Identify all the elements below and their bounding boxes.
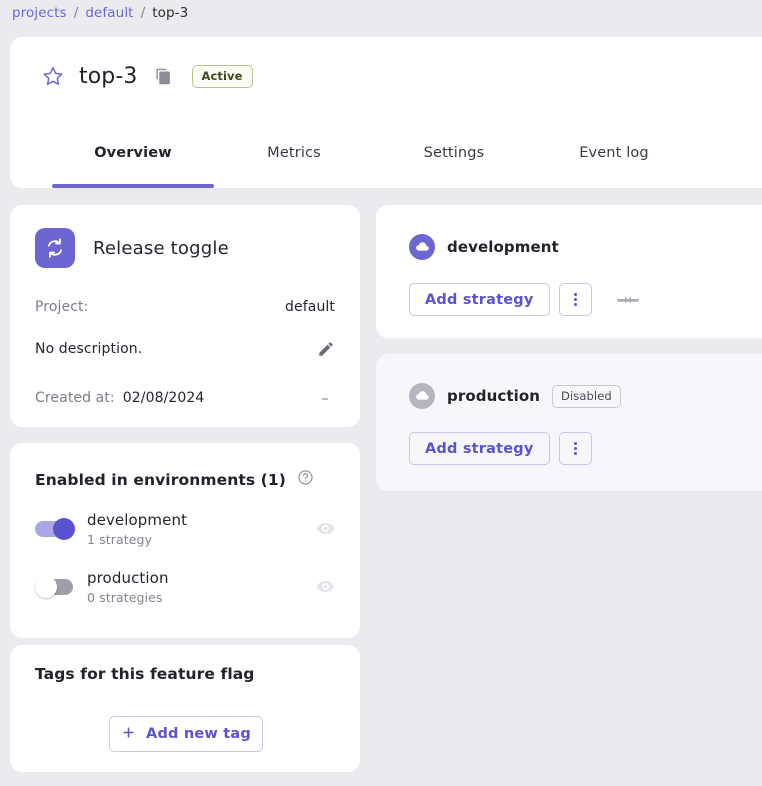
status-badge: Active (191, 64, 253, 88)
feature-title-row: top-3 Active (40, 63, 253, 89)
plus-icon (121, 725, 136, 744)
add-strategy-button-development[interactable]: Add strategy (409, 283, 550, 316)
tab-overview[interactable]: Overview (52, 118, 214, 188)
environment-panel-name: development (447, 238, 559, 256)
enabled-environments-card: Enabled in environments (1) development … (10, 443, 360, 638)
kebab-menu-icon[interactable] (558, 283, 592, 316)
kebab-dot (573, 293, 577, 296)
kebab-dot (573, 452, 577, 455)
description-row: No description. (35, 340, 335, 358)
status-badge-disabled: Disabled (552, 384, 621, 408)
environment-panel-header: development (409, 234, 559, 260)
created-at-value: 02/08/2024 (122, 390, 205, 406)
eye-icon[interactable] (316, 519, 335, 538)
toggle-thumb (35, 575, 57, 598)
environment-panel-name: production (447, 387, 541, 405)
add-new-tag-button[interactable]: Add new tag (109, 716, 263, 752)
add-strategy-button-production[interactable]: Add strategy (409, 432, 550, 465)
created-at-dash: – (321, 389, 329, 407)
created-at-label: Created at: (35, 390, 115, 406)
kebab-dot (573, 442, 577, 445)
pencil-icon[interactable] (317, 340, 335, 358)
cloud-icon (409, 383, 435, 409)
breadcrumb-current: top-3 (152, 5, 189, 21)
tags-card: Tags for this feature flag Add new tag (10, 645, 360, 772)
environment-strategy-count: 0 strategies (87, 589, 163, 605)
project-value: default (285, 299, 335, 315)
environment-panel-actions: Add strategy (409, 432, 592, 465)
copy-icon[interactable] (153, 65, 175, 87)
environment-strategy-count: 1 strategy (87, 531, 153, 547)
sync-loop-icon (35, 228, 75, 268)
description-text: No description. (35, 341, 143, 357)
breadcrumb: projects / default / top-3 (12, 3, 188, 23)
page-title: top-3 (79, 63, 138, 89)
environment-toggle-row-development: development 1 strategy (35, 511, 335, 547)
feature-type-row: Release toggle (35, 228, 229, 268)
question-circle-icon[interactable] (297, 469, 314, 490)
environment-panel-header: production Disabled (409, 383, 621, 409)
enabled-environments-header: Enabled in environments (1) (35, 469, 314, 490)
feature-metadata-card: Release toggle Project: default No descr… (10, 205, 360, 427)
tags-title: Tags for this feature flag (35, 665, 255, 683)
feature-tabs: Overview Metrics Settings Event log (10, 118, 762, 188)
environment-labels: production 0 strategies (87, 569, 169, 605)
kebab-dot (573, 303, 577, 306)
breadcrumb-separator: / (73, 5, 79, 21)
tab-event-log[interactable]: Event log (579, 145, 649, 161)
breadcrumb-link-projects[interactable]: projects (12, 5, 67, 21)
drag-handle-icon[interactable] (615, 294, 641, 306)
toggle-production[interactable] (35, 575, 75, 598)
feature-type-label: Release toggle (93, 237, 229, 259)
environment-toggle-row-production: production 0 strategies (35, 569, 335, 605)
enabled-environments-title: Enabled in environments (1) (35, 470, 286, 489)
tab-settings[interactable]: Settings (423, 145, 485, 161)
cloud-icon (409, 234, 435, 260)
kebab-dot (573, 447, 577, 450)
breadcrumb-separator: / (140, 5, 146, 21)
project-label: Project: (35, 299, 89, 315)
environment-labels: development 1 strategy (87, 511, 187, 547)
kebab-menu-icon[interactable] (558, 432, 592, 465)
environment-panel-production: production Disabled Add strategy (376, 354, 762, 491)
add-new-tag-label: Add new tag (146, 726, 251, 742)
toggle-development[interactable] (35, 517, 75, 540)
environment-name: production (87, 569, 169, 587)
feature-header-card: top-3 Active Overview Metrics Settings E… (10, 37, 762, 188)
created-at-row: Created at: 02/08/2024 – (35, 389, 335, 407)
project-row: Project: default (35, 299, 335, 315)
environment-name: development (87, 511, 188, 529)
breadcrumb-link-default[interactable]: default (85, 5, 134, 21)
kebab-dot (573, 298, 577, 301)
environment-panel-actions: Add strategy (409, 283, 641, 316)
environment-panel-development: development Add strategy (376, 205, 762, 338)
toggle-thumb (53, 517, 75, 540)
tab-metrics[interactable]: Metrics (267, 145, 321, 161)
star-outline-icon[interactable] (40, 63, 66, 89)
eye-icon[interactable] (316, 577, 335, 596)
